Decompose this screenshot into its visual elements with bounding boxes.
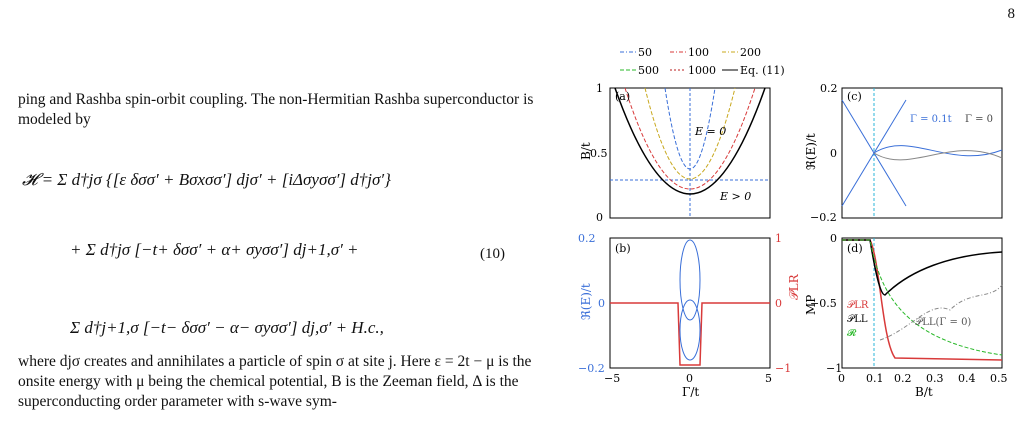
svg-text:Γ/t: Γ/t [682, 385, 699, 399]
svg-text:𝓡: 𝓡 [847, 327, 857, 339]
eq-line-1: 𝓗 = Σ d†jσ {[ε δσσ′ + Bσxσσ′] djσ′ + [iΔ… [22, 170, 391, 189]
svg-text:0: 0 [596, 211, 603, 224]
svg-text:0.2: 0.2 [820, 82, 838, 95]
svg-text:0.5: 0.5 [990, 372, 1008, 385]
svg-text:0.4: 0.4 [958, 372, 976, 385]
svg-text:(b): (b) [615, 242, 631, 255]
svg-text:(c): (c) [847, 90, 862, 103]
svg-text:−5: −5 [604, 372, 620, 385]
svg-text:5: 5 [765, 372, 772, 385]
svg-text:50: 50 [638, 46, 652, 59]
svg-text:−1: −1 [826, 362, 842, 375]
paragraph-intro: ping and Rashba spin-orbit coupling. The… [18, 91, 534, 128]
legend-item-1000: 1000 [670, 64, 716, 77]
panel-c: (c) ℜ(E)/t 0.2 0 −0.2 Γ = 0.1t Γ = 0 [804, 82, 1003, 224]
legend-item-100: 100 [670, 46, 709, 59]
svg-text:200: 200 [740, 46, 761, 59]
eq-line-3: Σ d†j+1,σ [−t− δσσ′ − α− σyσσ′] dj,σ′ + … [70, 318, 384, 337]
svg-text:0: 0 [686, 372, 693, 385]
svg-text:−0.5: −0.5 [810, 297, 837, 310]
legend-item-eq11: Eq. (11) [722, 64, 785, 77]
svg-text:ℜ(E)/t: ℜ(E)/t [804, 133, 818, 170]
panel-a: (a) B/t 1 0.5 0 E = 0 E > 0 [579, 82, 771, 224]
svg-text:0: 0 [838, 372, 845, 385]
legend-item-200: 200 [722, 46, 761, 59]
svg-text:0.1: 0.1 [866, 372, 884, 385]
svg-text:500: 500 [638, 64, 659, 77]
svg-text:Γ = 0: Γ = 0 [965, 114, 993, 125]
eq-number: (10) [480, 246, 505, 262]
figure: 50 100 200 500 1000 Eq. (11) (a) B/t 1 0… [578, 46, 1008, 399]
svg-text:0: 0 [775, 297, 782, 310]
svg-text:0: 0 [598, 297, 605, 310]
svg-text:0.2: 0.2 [894, 372, 912, 385]
svg-text:0.2: 0.2 [578, 232, 596, 245]
svg-text:0: 0 [830, 147, 837, 160]
svg-text:1: 1 [775, 232, 782, 245]
svg-text:−0.2: −0.2 [810, 211, 837, 224]
panel-b: (b) ℜ(E)/t 0.2 0 −0.2 1 0 −1 𝒫LR −5 0 5 … [578, 232, 801, 399]
svg-text:MP: MP [804, 295, 818, 315]
panel-d: (d) MP 0 −0.5 −1 𝒫LR 𝒫LL 𝓡 𝒫LL(Γ = 0) 0 … [804, 232, 1008, 399]
svg-text:𝒫LR: 𝒫LR [847, 300, 869, 311]
svg-text:B/t: B/t [579, 142, 593, 160]
svg-text:0: 0 [830, 232, 837, 245]
svg-text:0.5: 0.5 [590, 147, 608, 160]
svg-text:Γ = 0.1t: Γ = 0.1t [910, 114, 952, 125]
svg-text:𝒫LR: 𝒫LR [787, 273, 801, 300]
svg-text:1000: 1000 [688, 64, 716, 77]
svg-text:𝒫LL: 𝒫LL [847, 314, 868, 325]
svg-text:𝒫LL(Γ = 0): 𝒫LL(Γ = 0) [915, 317, 971, 328]
svg-text:100: 100 [688, 46, 709, 59]
svg-text:−1: −1 [775, 362, 791, 375]
svg-text:E = 0: E = 0 [694, 125, 726, 138]
svg-text:(d): (d) [847, 242, 863, 255]
page-number: 8 [1007, 6, 1016, 22]
legend: 50 100 200 500 1000 Eq. (11) [620, 46, 785, 77]
svg-text:−0.2: −0.2 [578, 362, 605, 375]
svg-text:Eq. (11): Eq. (11) [740, 64, 785, 77]
paragraph-after: where djσ creates and annihilates a part… [18, 353, 532, 410]
svg-text:ℜ(E)/t: ℜ(E)/t [579, 283, 593, 320]
svg-text:0.3: 0.3 [926, 372, 944, 385]
legend-item-500: 500 [620, 64, 659, 77]
svg-text:E > 0: E > 0 [719, 190, 751, 203]
eq-line-2: + Σ d†jσ [−t+ δσσ′ + α+ σyσσ′] dj+1,σ′ + [70, 240, 359, 259]
legend-item-50: 50 [620, 46, 652, 59]
svg-text:1: 1 [596, 82, 603, 95]
svg-text:B/t: B/t [915, 385, 933, 399]
